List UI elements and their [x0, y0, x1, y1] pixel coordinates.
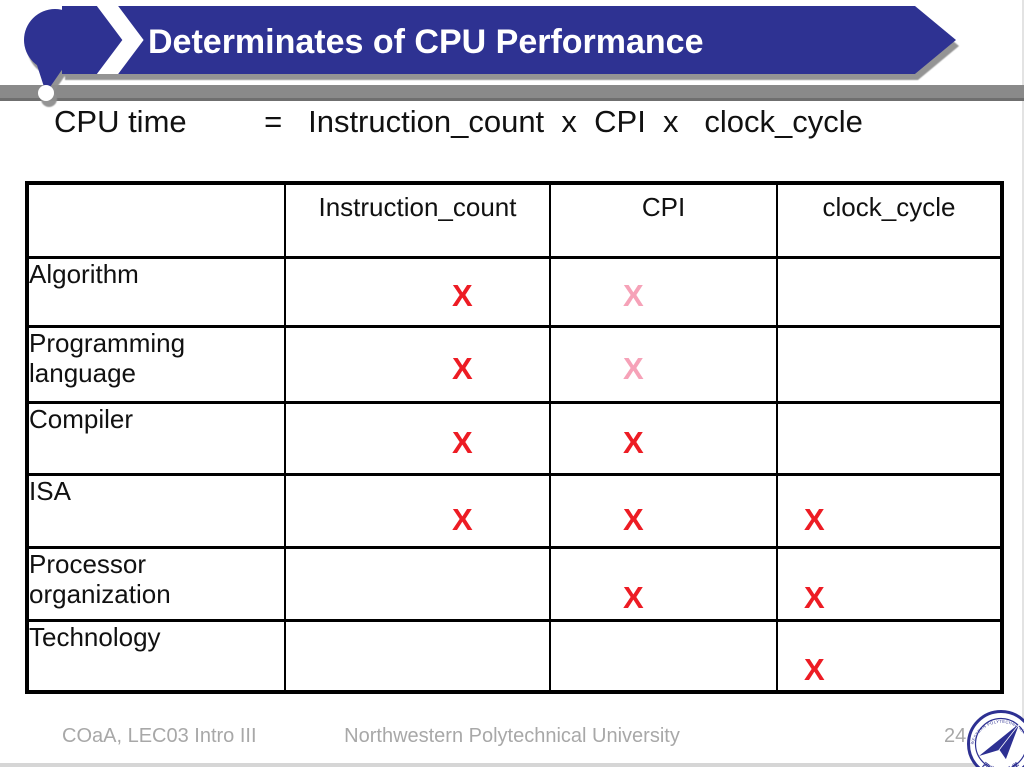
table-row: Processor organization X X	[26, 545, 1002, 620]
divider-bar	[0, 85, 1024, 101]
mark-cell: X	[549, 324, 777, 402]
cpu-time-formula: CPU time = Instruction_count x CPI x clo…	[54, 104, 863, 139]
banner-group	[24, 6, 956, 101]
x-mark: X	[452, 502, 473, 537]
university-seal-logo: NORTHWESTERN POLYTECHNICAL UNIVERSITY 西北…	[961, 704, 1024, 767]
mark-cell: X	[284, 472, 550, 547]
speech-bubble-tail	[34, 56, 66, 93]
table-row: Compiler X X	[26, 400, 1002, 474]
x-mark: X	[623, 424, 644, 460]
table-row: Programming language X X	[26, 324, 1002, 402]
page-number: 24	[944, 725, 967, 747]
mark-cell: X	[776, 472, 1002, 547]
mark-cell	[776, 255, 1002, 326]
mark-cell: X	[284, 324, 550, 402]
x-mark: X	[452, 350, 473, 386]
x-mark: X	[623, 580, 644, 615]
row-label: Algorithm	[26, 255, 285, 326]
seal-plane-icon	[979, 723, 1020, 756]
seal-plane-wing	[998, 722, 1021, 761]
footer-course: COaA, LEC03 Intro III	[62, 725, 257, 747]
mark-cell	[284, 618, 550, 692]
seal-inner-ring	[974, 717, 1024, 767]
x-mark: X	[804, 502, 825, 537]
mark-cell: X	[549, 545, 777, 620]
banner-arrow-shape	[62, 6, 956, 74]
row-label: Processor organization	[26, 545, 285, 620]
table-row: Algorithm X X	[26, 255, 1002, 326]
mark-cell: X	[776, 618, 1002, 692]
mark-cell	[776, 400, 1002, 474]
determinants-table: Instruction_count CPI clock_cycle Algori…	[25, 181, 1004, 694]
x-mark: X	[623, 502, 644, 537]
x-mark: X	[623, 278, 644, 313]
table-row: Technology X	[26, 618, 1002, 692]
row-label: Programming language	[26, 324, 285, 402]
row-label: ISA	[26, 472, 285, 547]
x-mark: X	[452, 424, 473, 460]
table-header-row: Instruction_count CPI clock_cycle	[26, 183, 1002, 257]
page-title: Determinates of CPU Performance	[148, 23, 704, 61]
mark-cell	[776, 324, 1002, 402]
row-label: Compiler	[26, 400, 285, 474]
footer-university: Northwestern Polytechnical University	[344, 725, 680, 747]
speech-bubble-dot	[38, 85, 54, 101]
x-mark: X	[804, 652, 825, 687]
divider-bar-edge	[0, 98, 1024, 101]
mark-cell: X	[284, 255, 550, 326]
mark-cell: X	[549, 472, 777, 547]
mark-cell: X	[776, 545, 1002, 620]
mark-cell: X	[284, 400, 550, 474]
chevron-accent-icon	[96, 6, 144, 74]
seal-outer-ring	[967, 710, 1024, 767]
x-mark: X	[623, 350, 644, 386]
mark-cell	[549, 618, 777, 692]
speech-bubble-icon	[24, 9, 86, 71]
mark-cell	[284, 545, 550, 620]
table-row: ISA X X X	[26, 472, 1002, 547]
row-label: Technology	[26, 618, 285, 692]
mark-cell: X	[549, 255, 777, 326]
mark-cell: X	[549, 400, 777, 474]
header-cell-instruction-count: Instruction_count	[284, 183, 550, 257]
x-mark: X	[452, 278, 473, 313]
header-banner: Determinates of CPU Performance	[0, 6, 1024, 101]
x-mark: X	[804, 580, 825, 615]
header-cell-cpi: CPI	[549, 183, 777, 257]
header-cell-clock-cycle: clock_cycle	[776, 183, 1002, 257]
header-cell-blank	[26, 183, 285, 257]
